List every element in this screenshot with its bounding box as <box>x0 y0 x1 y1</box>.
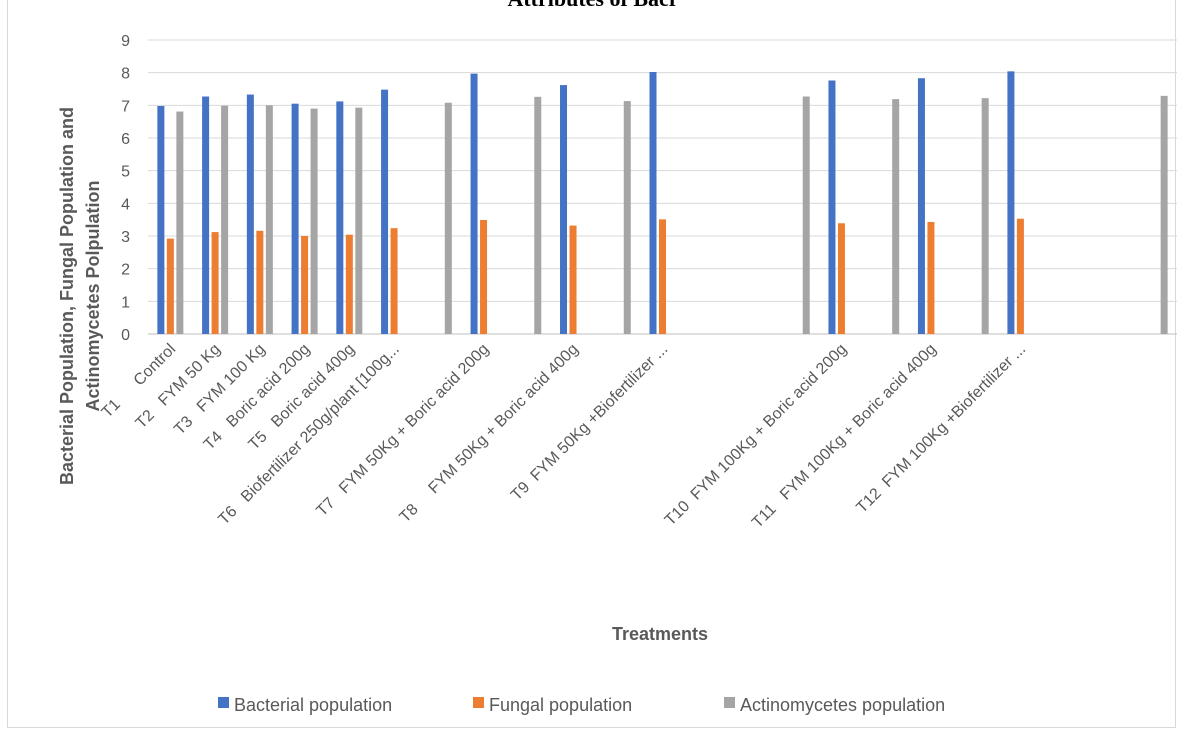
chart-title: Attributes of Bacr <box>0 0 1186 12</box>
x-axis-title: Treatments <box>612 624 708 644</box>
x-tick-label: T9 FYM 50Kg +Biofertilizer ... <box>508 341 671 504</box>
legend-swatch-bacterial <box>218 697 229 708</box>
bar-actinomycetes-3 <box>310 108 318 334</box>
bar-fungal-2 <box>256 230 264 334</box>
legend: Bacterial population Fungal population Act… <box>218 695 945 715</box>
bar-actinomycetes-0 <box>176 111 184 334</box>
bar-bacterial-0 <box>157 105 165 334</box>
bar-bacterial-1 <box>202 96 210 334</box>
bar-actinomycetes-2 <box>265 105 273 334</box>
chart-frame <box>7 0 1176 728</box>
x-tick-label: T8 FYM 50Kg + Boric acid 400g <box>397 341 582 526</box>
bar-actinomycetes-6 <box>444 102 452 334</box>
bar-actinomycetes-8 <box>534 96 542 334</box>
bar-bacterial-3 <box>291 103 299 334</box>
bar-bacterial-4 <box>336 101 344 334</box>
y-tick-label: 5 <box>121 164 130 181</box>
bar-bacterial-5 <box>381 89 389 334</box>
bar-actinomycetes-4 <box>355 107 363 335</box>
y-tick-label: 4 <box>121 196 130 213</box>
y-tick-label: 6 <box>121 131 130 148</box>
legend-swatch-actinomycetes <box>724 697 735 708</box>
y-tick-label: 1 <box>121 294 130 311</box>
y-tick-label: 9 <box>121 33 130 50</box>
gridlines <box>148 39 1177 335</box>
bar-actinomycetes-14 <box>802 96 810 334</box>
legend-label-bacterial: Bacterial population <box>234 695 392 715</box>
bar-bacterial-7 <box>470 73 478 334</box>
y-tick-label: 2 <box>121 262 130 279</box>
bar-bacterial-17 <box>917 78 925 334</box>
bar-fungal-9 <box>569 225 577 334</box>
x-tick-label: T12 FYM 100Kg +Biofertilizer ... <box>853 341 1029 517</box>
y-tick-label: 3 <box>121 229 130 246</box>
x-tick-label: T10 FYM 100Kg + Boric acid 200g <box>662 341 850 529</box>
bar-fungal-7 <box>480 219 488 334</box>
bar-actinomycetes-1 <box>221 105 229 334</box>
bar-bacterial-19 <box>1007 71 1015 335</box>
bar-bacterial-15 <box>828 80 836 334</box>
bar-fungal-1 <box>211 232 219 334</box>
bar-bacterial-9 <box>560 85 568 334</box>
bars <box>157 71 1168 335</box>
y-axis-title-line2: Actinomycetes Polpulation <box>83 180 103 411</box>
y-tick-label: 7 <box>121 98 130 115</box>
legend-label-fungal: Fungal population <box>489 695 632 715</box>
bar-fungal-17 <box>927 221 935 334</box>
bar-fungal-19 <box>1016 218 1024 334</box>
y-tick-label: 0 <box>121 327 130 344</box>
bar-actinomycetes-22 <box>1160 95 1168 334</box>
bar-actinomycetes-18 <box>981 98 989 334</box>
bar-fungal-11 <box>659 219 666 334</box>
bar-fungal-15 <box>837 223 845 334</box>
legend-label-actinomycetes: Actinomycetes population <box>740 695 945 715</box>
bar-bacterial-11 <box>649 72 657 334</box>
y-tick-label: 8 <box>121 66 130 83</box>
legend-swatch-fungal <box>473 697 484 708</box>
bar-fungal-4 <box>345 234 353 334</box>
bar-actinomycetes-10 <box>623 101 631 334</box>
bar-fungal-3 <box>301 236 309 334</box>
bar-bacterial-2 <box>246 94 254 334</box>
bar-fungal-0 <box>166 238 174 334</box>
y-axis-title-line1: Bacterial Population, Fungal Population … <box>57 107 77 485</box>
bar-fungal-5 <box>390 228 398 334</box>
x-tick-label: T11 FYM 100Kg + Boric acid 400g <box>749 341 940 532</box>
bar-actinomycetes-16 <box>892 99 900 334</box>
y-axis-ticks: 0 1 2 3 4 5 6 7 8 9 <box>121 33 130 344</box>
